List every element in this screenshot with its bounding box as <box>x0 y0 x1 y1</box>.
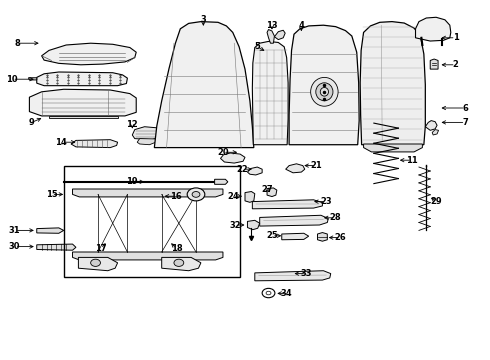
Polygon shape <box>162 257 201 271</box>
Text: 21: 21 <box>310 161 322 170</box>
Text: 11: 11 <box>406 156 417 165</box>
Polygon shape <box>255 271 331 281</box>
Polygon shape <box>29 89 136 116</box>
Polygon shape <box>137 139 157 145</box>
Polygon shape <box>28 78 37 80</box>
Polygon shape <box>282 233 309 240</box>
Text: 8: 8 <box>14 39 20 48</box>
Polygon shape <box>42 43 136 65</box>
Polygon shape <box>247 167 262 175</box>
Bar <box>64 166 240 277</box>
Text: 30: 30 <box>9 242 21 251</box>
Polygon shape <box>37 72 127 86</box>
Text: 31: 31 <box>9 226 21 235</box>
Text: 5: 5 <box>254 42 260 51</box>
Text: 1: 1 <box>453 33 459 42</box>
Polygon shape <box>37 228 64 233</box>
Polygon shape <box>416 17 451 41</box>
Polygon shape <box>267 30 274 43</box>
Circle shape <box>187 188 205 201</box>
Polygon shape <box>154 22 254 148</box>
Polygon shape <box>286 164 305 173</box>
Polygon shape <box>49 116 118 118</box>
Polygon shape <box>247 220 260 230</box>
Text: 16: 16 <box>171 192 182 201</box>
Text: 26: 26 <box>335 233 346 242</box>
Polygon shape <box>37 244 76 250</box>
Text: 22: 22 <box>237 165 248 174</box>
Polygon shape <box>215 179 228 184</box>
Text: 29: 29 <box>430 197 442 206</box>
Text: 13: 13 <box>266 21 278 30</box>
Polygon shape <box>245 192 255 202</box>
Polygon shape <box>360 22 425 145</box>
Polygon shape <box>432 130 439 135</box>
Text: 3: 3 <box>200 15 206 24</box>
Text: 34: 34 <box>281 289 293 298</box>
Polygon shape <box>71 140 118 148</box>
Text: 10: 10 <box>6 75 18 84</box>
Ellipse shape <box>320 87 328 96</box>
Text: 25: 25 <box>266 231 278 240</box>
Text: 12: 12 <box>126 120 138 129</box>
Text: 15: 15 <box>46 190 57 199</box>
Polygon shape <box>220 153 245 163</box>
Text: 23: 23 <box>320 197 332 206</box>
Polygon shape <box>425 121 437 130</box>
Polygon shape <box>73 189 223 197</box>
Text: 2: 2 <box>453 60 459 69</box>
Ellipse shape <box>316 83 333 101</box>
Text: 28: 28 <box>330 213 342 222</box>
Text: 19: 19 <box>126 177 138 186</box>
Polygon shape <box>289 25 359 145</box>
Text: 20: 20 <box>217 148 229 157</box>
Ellipse shape <box>311 77 338 106</box>
Polygon shape <box>274 30 285 40</box>
Circle shape <box>91 259 100 266</box>
Text: 27: 27 <box>261 184 273 194</box>
Polygon shape <box>318 233 327 241</box>
Polygon shape <box>252 200 322 209</box>
Circle shape <box>174 259 184 266</box>
Text: 32: 32 <box>229 220 241 230</box>
Text: 17: 17 <box>95 244 106 253</box>
Text: 4: 4 <box>298 21 304 30</box>
Circle shape <box>192 192 200 197</box>
Text: 24: 24 <box>227 192 239 201</box>
Polygon shape <box>132 127 162 140</box>
Text: 9: 9 <box>29 118 35 127</box>
Polygon shape <box>73 252 223 260</box>
Text: 6: 6 <box>463 104 468 112</box>
Polygon shape <box>260 215 328 226</box>
Polygon shape <box>364 144 422 152</box>
Text: 14: 14 <box>55 138 67 147</box>
Polygon shape <box>252 41 288 145</box>
Polygon shape <box>267 188 277 197</box>
Text: 33: 33 <box>300 269 312 278</box>
Polygon shape <box>78 257 118 271</box>
Polygon shape <box>430 59 438 69</box>
Text: 7: 7 <box>463 118 468 127</box>
Text: 18: 18 <box>171 244 182 253</box>
